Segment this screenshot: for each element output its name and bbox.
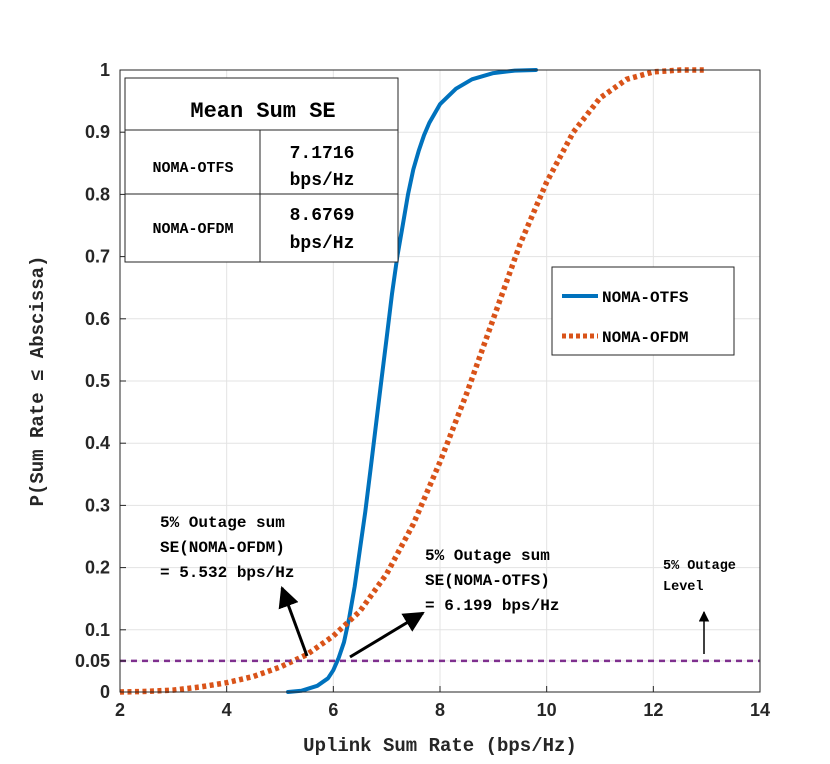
table-row-unit: bps/Hz bbox=[290, 234, 355, 254]
y-tick-label: 0.3 bbox=[85, 495, 110, 515]
legend: NOMA-OTFS NOMA-OFDM bbox=[551, 266, 735, 356]
y-tick-label: 1 bbox=[100, 60, 110, 80]
annotation-ofdm: 5% Outage sum SE(NOMA-OFDM) = 5.532 bps/… bbox=[160, 514, 309, 657]
x-tick-label: 14 bbox=[750, 700, 770, 720]
legend-box bbox=[551, 266, 735, 356]
annotation-arrow bbox=[278, 586, 309, 657]
series-layer bbox=[119, 67, 760, 695]
annotation-line: 5% Outage bbox=[663, 559, 736, 574]
y-tick-label: 0.5 bbox=[85, 371, 110, 391]
annotation-otfs: 5% Outage sum SE(NOMA-OTFS) = 6.199 bps/… bbox=[349, 547, 559, 659]
table-row-unit: bps/Hz bbox=[290, 171, 355, 191]
table-row-value: 8.6769 bbox=[290, 206, 355, 226]
y-tick-label: 0.7 bbox=[85, 247, 110, 267]
annotation-line: 5% Outage sum bbox=[160, 514, 285, 532]
legend-label-otfs: NOMA-OTFS bbox=[602, 289, 689, 307]
annotation-line: 5% Outage sum bbox=[425, 547, 550, 565]
x-tick-label: 10 bbox=[537, 700, 557, 720]
y-tick-label: 0.2 bbox=[85, 558, 110, 578]
table-row-value: 7.1716 bbox=[290, 144, 355, 164]
y-tick-label: 0.05 bbox=[75, 651, 110, 671]
ticks: 2 4 6 8 10 12 14 0 0.05 0.1 0.2 0.3 0.4 0.5 0.6 0.7 0.8 0… bbox=[75, 60, 770, 720]
mean-se-table: Mean Sum SE NOMA-OTFS 7.1716 bps/Hz NOMA… bbox=[124, 77, 399, 263]
x-tick-label: 8 bbox=[435, 700, 445, 720]
y-tick-label: 0.9 bbox=[85, 122, 110, 142]
y-tick-label: 0.8 bbox=[85, 184, 110, 204]
x-tick-label: 2 bbox=[115, 700, 125, 720]
y-axis-label: P(Sum Rate ≤ Abscissa) bbox=[27, 256, 49, 507]
table-row-name: NOMA-OFDM bbox=[152, 221, 233, 238]
table-row-name: NOMA-OTFS bbox=[152, 160, 233, 177]
x-tick-label: 6 bbox=[328, 700, 338, 720]
y-tick-label: 0.4 bbox=[85, 433, 110, 453]
y-tick-label: 0.1 bbox=[85, 620, 110, 640]
x-tick-label: 4 bbox=[222, 700, 232, 720]
series-line-noma-ofdm bbox=[119, 67, 707, 695]
y-tick-label: 0.6 bbox=[85, 309, 110, 329]
annotation-line: = 5.532 bps/Hz bbox=[160, 564, 294, 582]
annotation-line: Level bbox=[663, 580, 704, 595]
series-line-noma-otfs bbox=[286, 68, 538, 694]
table-title: Mean Sum SE bbox=[190, 99, 335, 124]
annotation-line: SE(NOMA-OFDM) bbox=[160, 539, 285, 557]
annotation-arrow bbox=[349, 611, 425, 659]
table-frame bbox=[124, 77, 399, 263]
x-axis-label: Uplink Sum Rate (bps/Hz) bbox=[303, 735, 577, 757]
annotation-line: = 6.199 bps/Hz bbox=[425, 597, 559, 615]
annotation-line: SE(NOMA-OTFS) bbox=[425, 572, 550, 590]
legend-label-ofdm: NOMA-OFDM bbox=[602, 329, 688, 347]
annotation-outage-level: 5% Outage Level bbox=[663, 559, 736, 654]
x-tick-label: 12 bbox=[643, 700, 663, 720]
y-tick-label: 0 bbox=[100, 682, 110, 702]
